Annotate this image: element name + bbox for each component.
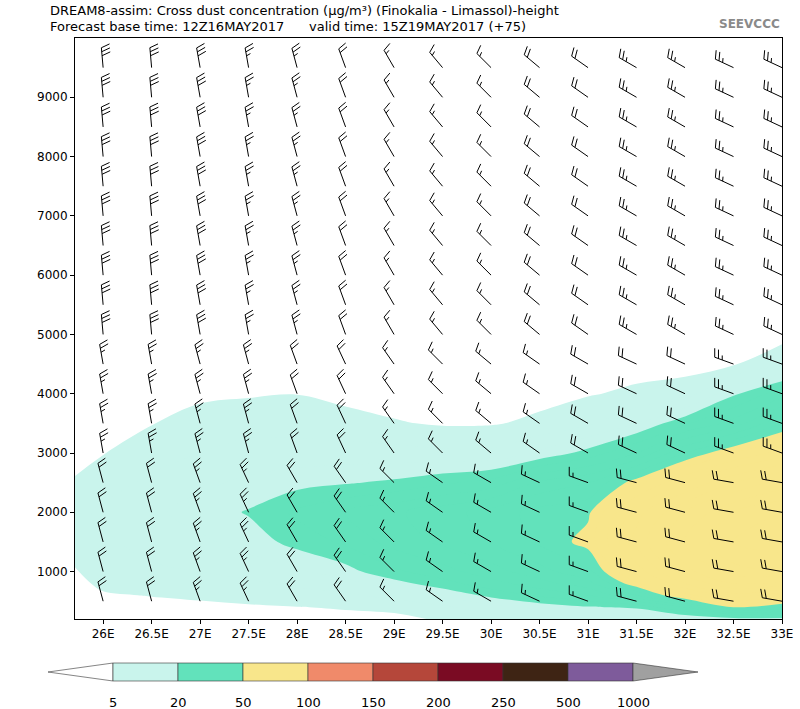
svg-text:SEEVCCC: SEEVCCC bbox=[719, 17, 780, 31]
svg-text:27.5E: 27.5E bbox=[231, 627, 265, 641]
svg-text:150: 150 bbox=[361, 695, 386, 709]
svg-text:5000: 5000 bbox=[37, 328, 68, 342]
svg-text:100: 100 bbox=[296, 695, 321, 709]
svg-text:Forecast base time: 12Z16MAY20: Forecast base time: 12Z16MAY2017 valid t… bbox=[50, 19, 526, 34]
svg-text:31E: 31E bbox=[577, 627, 600, 641]
svg-text:29E: 29E bbox=[383, 627, 406, 641]
svg-text:26E: 26E bbox=[92, 627, 115, 641]
svg-text:1000: 1000 bbox=[37, 565, 68, 579]
svg-text:28E: 28E bbox=[286, 627, 309, 641]
svg-text:33E: 33E bbox=[771, 627, 794, 641]
svg-text:32.5E: 32.5E bbox=[716, 627, 750, 641]
svg-text:26.5E: 26.5E bbox=[134, 627, 168, 641]
svg-text:20: 20 bbox=[170, 695, 187, 709]
svg-text:50: 50 bbox=[235, 695, 252, 709]
svg-text:200: 200 bbox=[426, 695, 451, 709]
svg-text:5: 5 bbox=[109, 695, 117, 709]
svg-text:500: 500 bbox=[556, 695, 581, 709]
svg-text:27E: 27E bbox=[189, 627, 212, 641]
svg-text:9000: 9000 bbox=[37, 90, 68, 104]
svg-text:DREAM8-assim: Cross dust conce: DREAM8-assim: Cross dust concentration (… bbox=[50, 3, 559, 18]
svg-text:31.5E: 31.5E bbox=[619, 627, 653, 641]
svg-text:3000: 3000 bbox=[37, 446, 68, 460]
svg-text:6000: 6000 bbox=[37, 268, 68, 282]
svg-text:250: 250 bbox=[491, 695, 516, 709]
svg-text:4000: 4000 bbox=[37, 387, 68, 401]
svg-text:8000: 8000 bbox=[37, 150, 68, 164]
svg-text:28.5E: 28.5E bbox=[328, 627, 362, 641]
svg-text:29.5E: 29.5E bbox=[425, 627, 459, 641]
svg-text:30.5E: 30.5E bbox=[522, 627, 556, 641]
svg-text:32E: 32E bbox=[674, 627, 697, 641]
svg-text:1000: 1000 bbox=[617, 695, 650, 709]
svg-text:30E: 30E bbox=[480, 627, 503, 641]
svg-text:7000: 7000 bbox=[37, 209, 68, 223]
svg-text:2000: 2000 bbox=[37, 505, 68, 519]
